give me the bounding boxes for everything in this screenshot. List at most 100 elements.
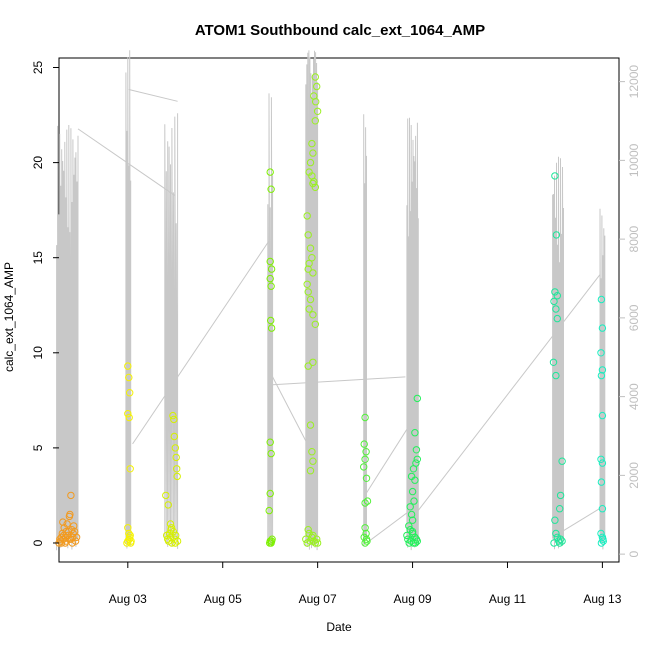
data-point [302, 535, 310, 543]
data-point [408, 487, 417, 496]
data-point [308, 448, 316, 456]
trace-burst [363, 114, 367, 546]
data-point [362, 448, 370, 456]
data-point [304, 231, 312, 239]
data-point [406, 526, 414, 534]
data-point [551, 516, 559, 524]
data-point [124, 524, 132, 532]
data-point [67, 491, 75, 500]
y-tick-label: 0 [31, 539, 45, 546]
right-y-axis: 0 2000 4000 6000 8000 10000 12000 [619, 65, 641, 557]
data-point [267, 537, 276, 545]
data-point [125, 413, 133, 422]
data-point [68, 539, 77, 547]
data-point [267, 324, 276, 332]
x-tick-label: Aug 05 [204, 592, 242, 606]
data-point [305, 259, 313, 268]
x-axis: Aug 03 Aug 05 Aug 07 Aug 09 Aug 11 Aug 13 [109, 562, 622, 606]
series-group [265, 168, 276, 547]
data-point [309, 311, 317, 319]
data-point [266, 257, 274, 266]
data-point [405, 522, 413, 530]
data-point [266, 539, 274, 547]
series-group [549, 172, 566, 547]
y-tick-label: 5 [31, 444, 45, 451]
x-tick-label: Aug 07 [299, 592, 337, 606]
data-point [124, 410, 132, 418]
data-point [360, 440, 368, 448]
x-tick-label: Aug 09 [394, 592, 432, 606]
data-point [125, 373, 133, 382]
data-point [266, 168, 274, 176]
data-point [550, 539, 558, 547]
plot-frame [58, 57, 620, 563]
data-point [266, 274, 274, 283]
data-point [167, 526, 175, 534]
trace-connector [132, 238, 271, 445]
x-axis-label: Date [326, 620, 352, 634]
data-point [550, 297, 558, 306]
data-point [598, 366, 607, 374]
data-point [413, 537, 421, 545]
y-tick-label: 20 [31, 156, 45, 170]
data-point [360, 463, 368, 471]
data-point [65, 512, 74, 521]
data-point [411, 539, 420, 547]
data-point [57, 533, 66, 541]
data-point [309, 179, 317, 188]
trace-connector [414, 274, 601, 516]
series-group [360, 413, 372, 547]
series-group [597, 295, 607, 547]
data-point [551, 288, 559, 296]
data-point [170, 432, 179, 441]
data-point [361, 539, 369, 547]
data-point [170, 415, 178, 424]
data-point [124, 362, 132, 370]
data-point [267, 282, 275, 290]
x-tick-label: Aug 13 [583, 592, 621, 606]
data-point [311, 539, 319, 547]
data-point [311, 73, 319, 81]
data-point [411, 429, 419, 437]
data-point [125, 535, 133, 543]
data-point [311, 117, 319, 125]
right-y-tick-label: 8000 [627, 225, 641, 252]
data-point [409, 465, 418, 473]
data-point [552, 305, 560, 313]
series-group [403, 394, 421, 547]
data-point [311, 183, 319, 192]
trace-burst [56, 124, 79, 551]
data-point [556, 535, 565, 543]
data-point [362, 474, 371, 482]
series-group [302, 73, 322, 547]
right-y-tick-label: 6000 [627, 304, 641, 331]
data-point [598, 505, 607, 513]
data-point [173, 537, 182, 545]
secondary-trace-lines [56, 50, 606, 551]
data-point [303, 212, 311, 220]
data-point [166, 520, 175, 528]
trace-connector [77, 128, 176, 197]
data-point [126, 389, 134, 397]
right-y-tick-label: 2000 [627, 462, 641, 489]
data-point [304, 265, 312, 273]
trace-burst [267, 93, 274, 546]
data-point [267, 185, 275, 193]
data-point [597, 349, 605, 357]
data-point [412, 446, 421, 454]
data-point [171, 444, 180, 452]
data-point [552, 371, 560, 380]
data-point [61, 533, 70, 541]
data-point [308, 139, 316, 148]
data-point [362, 535, 371, 543]
data-point [408, 516, 417, 524]
data-point [266, 489, 274, 498]
data-point [169, 411, 177, 420]
data-point [303, 280, 311, 288]
data-point [306, 295, 315, 304]
data-point [127, 537, 135, 545]
series-group [55, 491, 81, 547]
data-point [123, 539, 131, 547]
data-point [169, 527, 178, 536]
data-point [406, 503, 414, 511]
